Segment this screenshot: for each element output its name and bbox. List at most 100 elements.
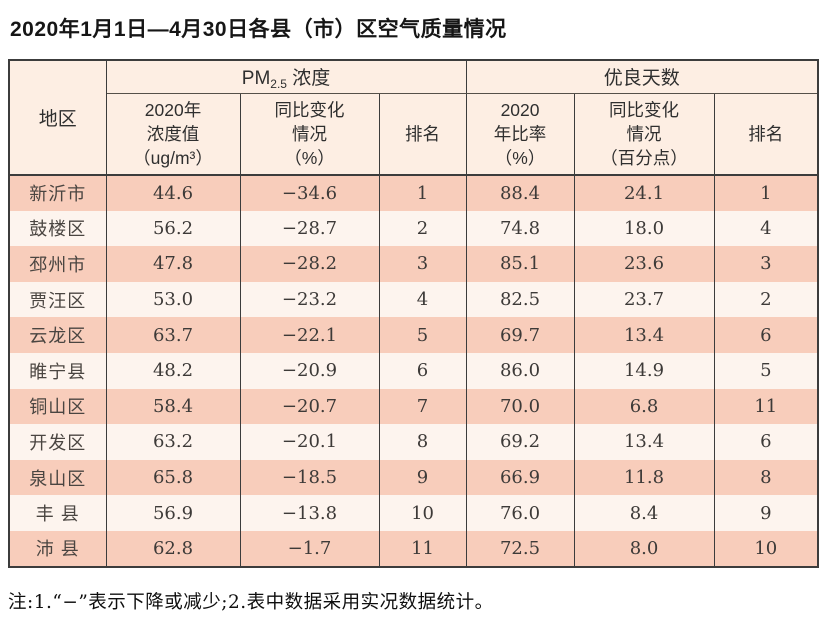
days-change-cell: 13.4 bbox=[573, 317, 715, 353]
days-rank-cell: 11 bbox=[713, 388, 819, 425]
pm-change-cell: −28.7 bbox=[239, 210, 380, 247]
region-cell: 鼓楼区 bbox=[8, 210, 107, 247]
pm-change-cell: −34.6 bbox=[239, 175, 380, 211]
region-cell: 开发区 bbox=[8, 424, 107, 460]
pm-value-cell: 48.2 bbox=[105, 352, 241, 389]
pm-value-cell: 62.8 bbox=[105, 530, 241, 567]
pm-rank-cell: 10 bbox=[378, 495, 467, 531]
table-body: 新沂市 44.6 −34.6 1 88.4 24.1 1 鼓楼区 56.2 −2… bbox=[8, 175, 819, 567]
days-change-cell: 23.7 bbox=[573, 281, 715, 318]
pm-rank-cell: 2 bbox=[378, 210, 467, 247]
days-change-cell: 11.8 bbox=[573, 459, 715, 496]
pm25-label-suffix: 浓度 bbox=[286, 68, 331, 90]
pm-rank-cell: 7 bbox=[378, 388, 467, 425]
days-rank-cell: 5 bbox=[713, 352, 819, 389]
days-change-cell: 8.0 bbox=[573, 530, 715, 567]
table-row: 沛 县 62.8 −1.7 11 72.5 8.0 10 bbox=[8, 530, 819, 567]
sub-header-row: 2020年 浓度值 （ug/m³） 同比变化 情况 （%） 排名 2020 年比… bbox=[9, 93, 819, 176]
days-rate-cell: 70.0 bbox=[465, 388, 575, 425]
days-rate-cell: 66.9 bbox=[465, 459, 575, 496]
days-rate-cell: 82.5 bbox=[465, 281, 575, 318]
pm-change-cell: −1.7 bbox=[239, 530, 380, 567]
region-cell: 沛 县 bbox=[8, 530, 107, 567]
days-change-cell: 24.1 bbox=[573, 175, 715, 211]
table-row: 云龙区 63.7 −22.1 5 69.7 13.4 6 bbox=[8, 317, 819, 353]
air-quality-table: 地区 PM2.5 浓度 优良天数 2020年 浓度值 （ug/m³） 同比变化 … bbox=[8, 59, 820, 568]
table-row: 丰 县 56.9 −13.8 10 76.0 8.4 9 bbox=[8, 495, 819, 531]
column-header-pm-rank: 排名 bbox=[378, 93, 467, 176]
group-header-row: 地区 PM2.5 浓度 优良天数 bbox=[8, 60, 819, 176]
pm-value-cell: 47.8 bbox=[105, 246, 241, 282]
pm-value-cell: 63.2 bbox=[105, 424, 241, 460]
pm-rank-cell: 6 bbox=[378, 352, 467, 389]
days-rank-cell: 6 bbox=[713, 317, 819, 353]
days-rate-cell: 76.0 bbox=[465, 495, 575, 531]
days-change-cell: 23.6 bbox=[573, 246, 715, 282]
pm-rank-cell: 5 bbox=[378, 317, 467, 353]
table-header: 地区 PM2.5 浓度 优良天数 2020年 浓度值 （ug/m³） 同比变化 … bbox=[8, 60, 819, 176]
column-header-days-rate: 2020 年比率 （%） bbox=[465, 93, 575, 176]
region-cell: 新沂市 bbox=[8, 175, 107, 211]
pm-change-cell: −20.1 bbox=[239, 424, 380, 460]
pm-change-cell: −28.2 bbox=[239, 246, 380, 282]
days-rank-cell: 4 bbox=[713, 210, 819, 247]
days-rate-cell: 72.5 bbox=[465, 530, 575, 567]
table-row: 开发区 63.2 −20.1 8 69.2 13.4 6 bbox=[8, 424, 819, 460]
column-header-days-change: 同比变化 情况 （百分点） bbox=[573, 93, 715, 176]
days-rate-cell: 69.2 bbox=[465, 424, 575, 460]
days-rank-cell: 6 bbox=[713, 424, 819, 460]
days-change-cell: 13.4 bbox=[573, 424, 715, 460]
days-rate-cell: 88.4 bbox=[465, 175, 575, 211]
footnote: 注:1.“−”表示下降或减少;2.表中数据采用实况数据统计。 bbox=[8, 591, 494, 613]
days-rate-cell: 85.1 bbox=[465, 246, 575, 282]
pm-value-cell: 63.7 bbox=[105, 317, 241, 353]
table-row: 睢宁县 48.2 −20.9 6 86.0 14.9 5 bbox=[8, 352, 819, 389]
days-rate-cell: 74.8 bbox=[465, 210, 575, 247]
days-rank-cell: 1 bbox=[713, 175, 819, 211]
column-header-region: 地区 bbox=[8, 60, 107, 176]
pm-change-cell: −20.9 bbox=[239, 352, 380, 389]
table-row: 鼓楼区 56.2 −28.7 2 74.8 18.0 4 bbox=[8, 210, 819, 247]
days-change-cell: 8.4 bbox=[573, 495, 715, 531]
days-rate-cell: 86.0 bbox=[465, 352, 575, 389]
page-title: 2020年1月1日—4月30日各县（市）区空气质量情况 bbox=[10, 18, 507, 41]
pm-value-cell: 53.0 bbox=[105, 281, 241, 318]
pm-value-cell: 56.9 bbox=[105, 495, 241, 531]
days-change-cell: 6.8 bbox=[573, 388, 715, 425]
days-change-cell: 18.0 bbox=[573, 210, 715, 247]
table-row: 贾汪区 53.0 −23.2 4 82.5 23.7 2 bbox=[8, 281, 819, 318]
region-cell: 邳州市 bbox=[8, 246, 107, 282]
pm-value-cell: 56.2 bbox=[105, 210, 241, 247]
region-cell: 铜山区 bbox=[8, 388, 107, 425]
pm-value-cell: 58.4 bbox=[105, 388, 241, 425]
column-header-pm-change: 同比变化 情况 （%） bbox=[239, 93, 380, 176]
pm-change-cell: −23.2 bbox=[239, 281, 380, 318]
pm-value-cell: 65.8 bbox=[105, 459, 241, 496]
pm25-label-subscript: 2.5 bbox=[270, 77, 287, 92]
table-row: 邳州市 47.8 −28.2 3 85.1 23.6 3 bbox=[8, 246, 819, 282]
table-row: 铜山区 58.4 −20.7 7 70.0 6.8 11 bbox=[8, 388, 819, 425]
pm25-label-prefix: PM bbox=[241, 68, 271, 90]
pm-change-cell: −18.5 bbox=[239, 459, 380, 496]
days-rank-cell: 9 bbox=[713, 495, 819, 531]
pm-rank-cell: 1 bbox=[378, 175, 467, 211]
column-header-pm-value: 2020年 浓度值 （ug/m³） bbox=[105, 93, 241, 176]
days-rank-cell: 10 bbox=[713, 530, 819, 567]
region-cell: 泉山区 bbox=[8, 459, 107, 496]
days-rank-cell: 2 bbox=[713, 281, 819, 318]
column-group-good-days: 优良天数 bbox=[465, 60, 819, 94]
pm-rank-cell: 3 bbox=[378, 246, 467, 282]
pm-rank-cell: 9 bbox=[378, 459, 467, 496]
column-header-days-rank: 排名 bbox=[713, 93, 819, 176]
region-cell: 云龙区 bbox=[8, 317, 107, 353]
pm-rank-cell: 8 bbox=[378, 424, 467, 460]
pm-value-cell: 44.6 bbox=[105, 175, 241, 211]
days-rank-cell: 8 bbox=[713, 459, 819, 496]
pm-change-cell: −20.7 bbox=[239, 388, 380, 425]
column-group-pm25: PM2.5 浓度 bbox=[105, 60, 467, 94]
pm-rank-cell: 4 bbox=[378, 281, 467, 318]
pm-change-cell: −13.8 bbox=[239, 495, 380, 531]
days-rank-cell: 3 bbox=[713, 246, 819, 282]
days-change-cell: 14.9 bbox=[573, 352, 715, 389]
